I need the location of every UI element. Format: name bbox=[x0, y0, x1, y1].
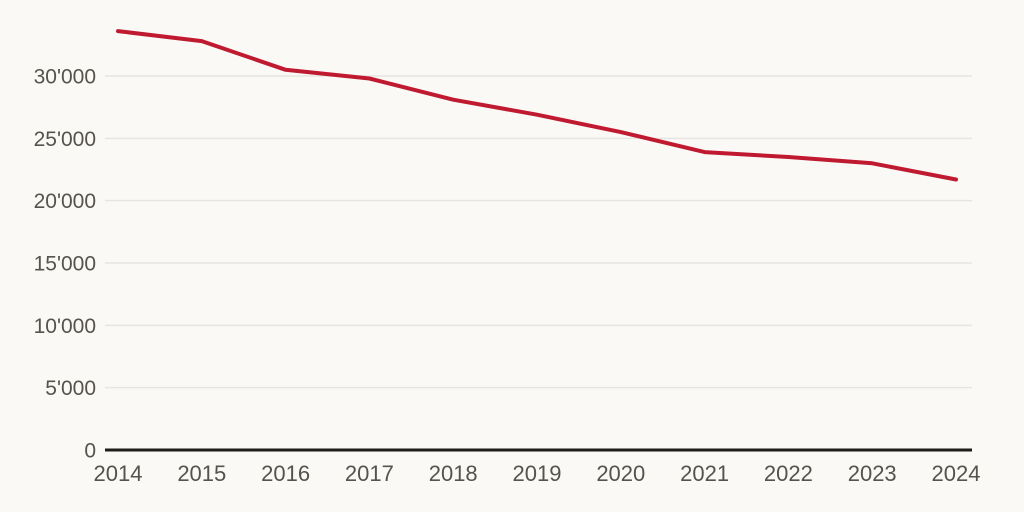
x-tick-label: 2015 bbox=[177, 461, 226, 486]
x-tick-label: 2018 bbox=[429, 461, 478, 486]
y-tick-label: 0 bbox=[84, 440, 96, 463]
x-tick-label: 2023 bbox=[848, 461, 897, 486]
y-tick-label: 30'000 bbox=[34, 66, 96, 89]
x-tick-label: 2022 bbox=[764, 461, 813, 486]
y-tick-label: 25'000 bbox=[34, 128, 96, 151]
y-tick-label: 5'000 bbox=[45, 377, 96, 400]
x-tick-label: 2020 bbox=[596, 461, 645, 486]
y-tick-label: 15'000 bbox=[34, 253, 96, 276]
x-tick-label: 2019 bbox=[513, 461, 562, 486]
data-line bbox=[116, 29, 958, 182]
x-tick-label: 2016 bbox=[261, 461, 310, 486]
x-tick-label: 2024 bbox=[932, 461, 981, 486]
y-tick-label: 20'000 bbox=[34, 190, 96, 213]
x-tick-label: 2017 bbox=[345, 461, 394, 486]
x-tick-label: 2021 bbox=[680, 461, 729, 486]
x-tick-label: 2014 bbox=[94, 461, 143, 486]
y-tick-label: 10'000 bbox=[34, 315, 96, 338]
